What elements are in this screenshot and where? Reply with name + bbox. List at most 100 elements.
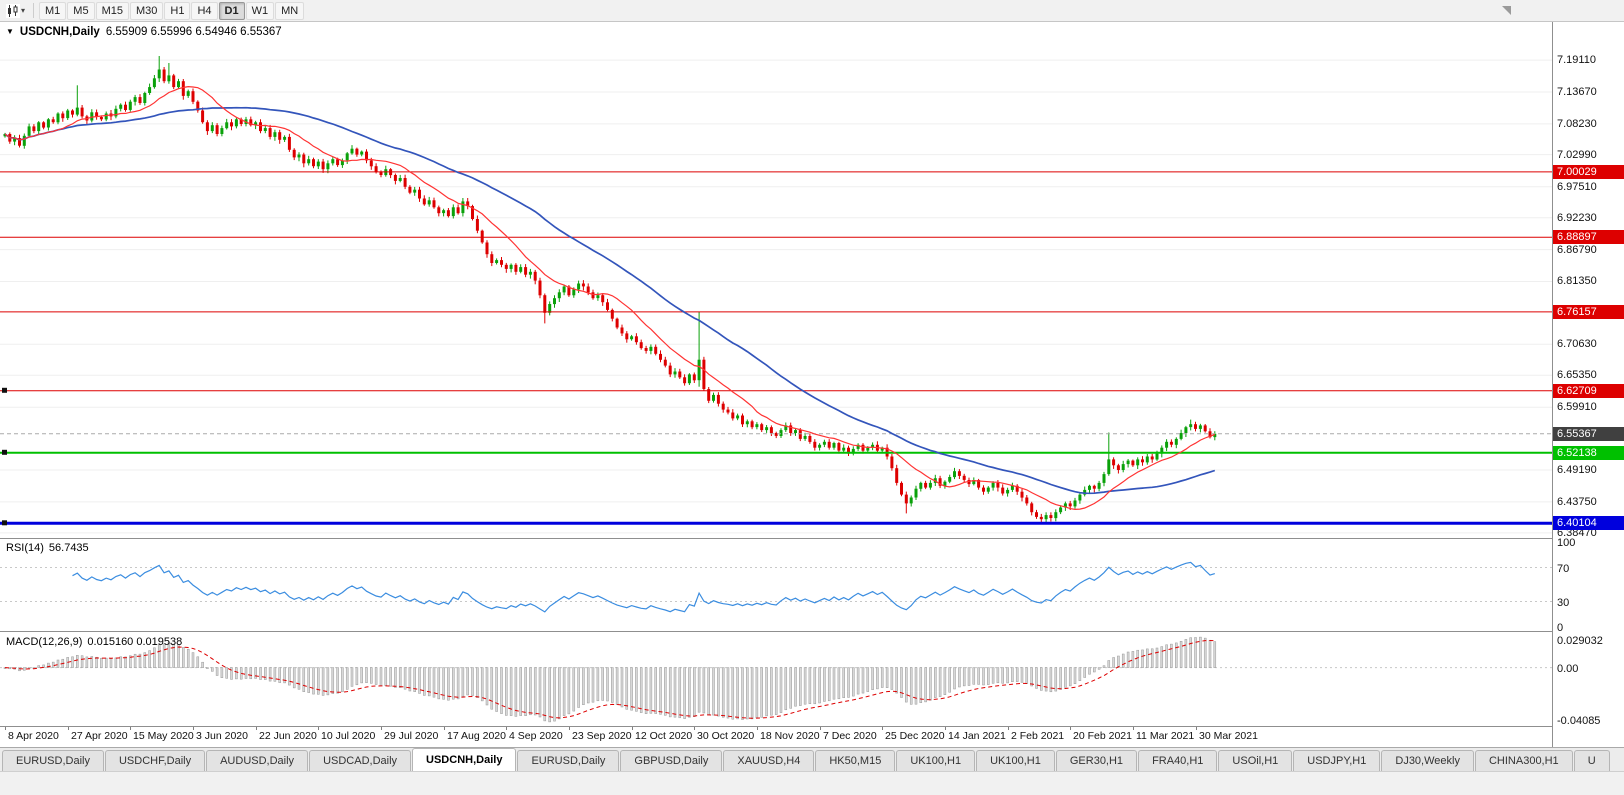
chart-tab-fra40-h1[interactable]: FRA40,H1 xyxy=(1138,750,1218,771)
toolbar-separator xyxy=(33,3,35,18)
chart-tab-uk100-h1[interactable]: UK100,H1 xyxy=(896,750,976,771)
current-price-badge: 6.55367 xyxy=(1553,427,1624,441)
macd-values: 0.015160 0.019538 xyxy=(87,636,183,648)
chart-tab-usdcad-daily[interactable]: USDCAD,Daily xyxy=(309,750,412,771)
chart-tab-usdjpy-h1[interactable]: USDJPY,H1 xyxy=(1293,750,1381,771)
collapse-triangle-icon[interactable]: ▼ xyxy=(6,27,14,36)
timeframe-button-m5[interactable]: M5 xyxy=(67,1,95,20)
date-axis-label: 29 Jul 2020 xyxy=(384,730,439,742)
price-axis-label: 6.43750 xyxy=(1557,496,1597,508)
timeframe-button-m30[interactable]: M30 xyxy=(129,1,164,20)
chart-ohlc-values: 6.55909 6.55996 6.54946 6.55367 xyxy=(105,26,282,38)
chart-panes: 8 Apr 2020 27 Apr 2020 15 May 2020 3 Jun 20… xyxy=(0,22,1552,747)
chart-tab-eurusd-daily[interactable]: EURUSD,Daily xyxy=(517,750,620,771)
rsi-axis-label: 30 xyxy=(1557,597,1570,609)
rsi-axis-label: 0 xyxy=(1557,622,1564,634)
chart-tab-gbpusd-daily[interactable]: GBPUSD,Daily xyxy=(620,750,723,771)
timeframe-button-mn[interactable]: MN xyxy=(275,1,305,20)
macd-label: MACD(12,26,9) 0.015160 0.019538 xyxy=(6,636,182,648)
date-axis-label: 12 Oct 2020 xyxy=(635,730,693,742)
macd-axis-label: 0.00 xyxy=(1557,663,1579,675)
status-bar xyxy=(0,771,1624,795)
price-chart-pane[interactable] xyxy=(0,22,1552,538)
timeframe-button-h1[interactable]: H1 xyxy=(164,1,191,20)
timeframe-button-m1[interactable]: M1 xyxy=(39,1,67,20)
chart-tab-audusd-daily[interactable]: AUDUSD,Daily xyxy=(206,750,309,771)
chart-shift-marker[interactable] xyxy=(1502,6,1511,15)
chart-tab-usdcnh-daily[interactable]: USDCNH,Daily xyxy=(412,748,517,771)
date-axis-label: 27 Apr 2020 xyxy=(71,730,128,742)
rsi-indicator-pane[interactable] xyxy=(0,538,1552,631)
date-axis-tick xyxy=(381,727,382,730)
macd-axis-label: -0.04085 xyxy=(1557,715,1601,727)
chart-tab-u[interactable]: U xyxy=(1573,750,1610,771)
time-axis[interactable]: 8 Apr 2020 27 Apr 2020 15 May 2020 3 Jun 20… xyxy=(0,726,1552,744)
date-axis-label: 14 Jan 2021 xyxy=(948,730,1006,742)
date-axis-label: 7 Dec 2020 xyxy=(823,730,877,742)
date-axis-label: 30 Oct 2020 xyxy=(697,730,755,742)
price-axis-label: 7.08230 xyxy=(1557,118,1597,130)
chart-title: ▼ USDCNH,Daily 6.55909 6.55996 6.54946 6… xyxy=(6,26,282,38)
macd-histogram xyxy=(3,636,1217,723)
candlestick-chart-icon xyxy=(6,3,20,18)
rsi-axis-label: 100 xyxy=(1557,537,1576,549)
level-price-badge: 6.52138 xyxy=(1553,446,1624,460)
date-axis-label: 22 Jun 2020 xyxy=(259,730,317,742)
chart-tab-bar: EURUSD,Daily USDCHF,Daily AUDUSD,Daily USDC… xyxy=(0,747,1624,771)
date-axis-tick xyxy=(130,727,131,730)
chart-symbol-label: USDCNH,Daily xyxy=(19,26,100,38)
price-axis-label: 6.49190 xyxy=(1557,464,1597,476)
price-axis-label: 7.13670 xyxy=(1557,86,1597,98)
date-axis-tick xyxy=(882,727,883,730)
price-axis-label: 6.59910 xyxy=(1557,401,1597,413)
timeframe-button-m15[interactable]: M15 xyxy=(95,1,129,20)
level-price-badge: 6.88897 xyxy=(1553,230,1624,244)
date-axis-tick xyxy=(1008,727,1009,730)
date-axis-label: 18 Nov 2020 xyxy=(760,730,820,742)
chart-tab-eurusd-daily[interactable]: EURUSD,Daily xyxy=(2,750,104,771)
date-axis-tick xyxy=(1133,727,1134,730)
level-price-badge: 6.62709 xyxy=(1553,384,1624,398)
macd-signal-line xyxy=(4,639,1215,719)
chart-tab-uk100-h1[interactable]: UK100,H1 xyxy=(976,750,1055,771)
price-axis-label: 6.65350 xyxy=(1557,369,1597,381)
timeframe-button-d1[interactable]: D1 xyxy=(218,1,245,20)
date-axis-label: 2 Feb 2021 xyxy=(1011,730,1065,742)
chart-tab-usoil-h1[interactable]: USOil,H1 xyxy=(1218,750,1293,771)
level-price-badge: 6.40104 xyxy=(1553,516,1624,530)
date-axis-tick xyxy=(444,727,445,730)
timeframe-button-h4[interactable]: H4 xyxy=(191,1,218,20)
date-axis-label: 11 Mar 2021 xyxy=(1136,730,1195,742)
chart-tab-hk50-m15[interactable]: HK50,M15 xyxy=(815,750,896,771)
chart-type-button[interactable]: ▾ xyxy=(3,3,28,19)
chart-tab-dj30-weekly[interactable]: DJ30,Weekly xyxy=(1381,750,1474,771)
macd-name: MACD(12,26,9) xyxy=(6,636,83,648)
date-axis-label: 17 Aug 2020 xyxy=(447,730,506,742)
price-axis[interactable]: 7.19110 7.13670 7.08230 7.02990 6.97510 6.922… xyxy=(1552,22,1624,747)
chart-window: 8 Apr 2020 27 Apr 2020 15 May 2020 3 Jun 20… xyxy=(0,22,1624,747)
timeframe-button-w1[interactable]: W1 xyxy=(245,1,275,20)
date-axis-label: 8 Apr 2020 xyxy=(8,730,59,742)
price-axis-label: 6.97510 xyxy=(1557,181,1597,193)
price-axis-label: 7.02990 xyxy=(1557,149,1597,161)
macd-indicator-pane[interactable] xyxy=(0,631,1552,726)
grid-lines xyxy=(0,59,1552,534)
chart-tab-china300-h1[interactable]: CHINA300,H1 xyxy=(1474,750,1573,771)
rsi-name: RSI(14) xyxy=(6,542,44,554)
date-axis-tick xyxy=(68,727,69,730)
level-price-badge: 6.76157 xyxy=(1553,305,1624,319)
chart-tab-xauusd-h4[interactable]: XAUUSD,H4 xyxy=(723,750,815,771)
price-axis-label: 6.81350 xyxy=(1557,275,1597,287)
date-axis-label: 15 May 2020 xyxy=(133,730,194,742)
date-axis-tick xyxy=(1196,727,1197,730)
chart-tab-usdchf-daily[interactable]: USDCHF,Daily xyxy=(104,750,206,771)
price-axis-label: 6.38470 xyxy=(1557,527,1597,539)
date-axis-tick xyxy=(632,727,633,730)
date-axis-tick xyxy=(318,727,319,730)
chart-tab-ger30-h1[interactable]: GER30,H1 xyxy=(1055,750,1138,771)
timeframe-toolbar: M1 M5 M15 M30 H1 H4 D1 W1 MN xyxy=(39,1,305,20)
date-axis-tick xyxy=(1070,727,1071,730)
ma-slow-line xyxy=(4,106,1216,495)
date-axis-tick xyxy=(820,727,821,730)
level-price-badge: 7.00029 xyxy=(1553,165,1624,179)
